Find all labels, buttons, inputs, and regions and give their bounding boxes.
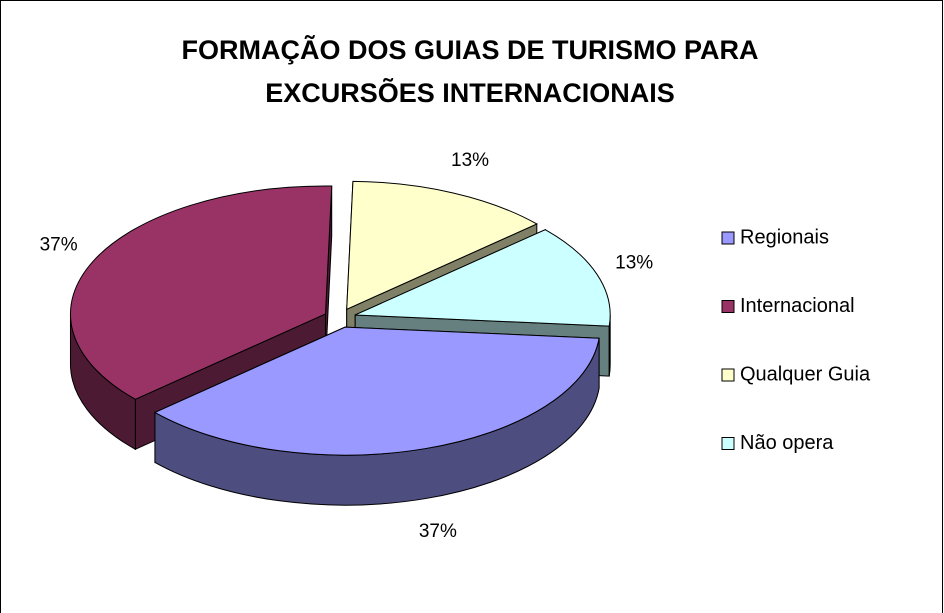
data-label: 13%	[451, 150, 489, 171]
chart-title: FORMAÇÃO DOS GUIAS DE TURISMO PARA	[181, 34, 758, 65]
slice	[153, 326, 600, 456]
legend-swatch	[721, 300, 735, 313]
legend-swatch	[721, 368, 735, 382]
slice	[69, 185, 333, 400]
slice	[346, 180, 538, 311]
data-label: 13%	[615, 252, 653, 273]
legend-swatch	[721, 437, 735, 450]
legend-swatch	[721, 231, 735, 245]
data-label: 37%	[40, 234, 78, 255]
data-label: 37%	[419, 521, 457, 542]
legend-label: Internacional	[740, 295, 855, 317]
slice	[354, 229, 611, 327]
legend-label: Regionais	[740, 226, 829, 248]
legend-label: Não opera	[740, 432, 834, 454]
legend-label: Qualquer Guia	[740, 363, 871, 385]
chart-title: EXCURSÕES INTERNACIONAIS	[265, 77, 675, 108]
